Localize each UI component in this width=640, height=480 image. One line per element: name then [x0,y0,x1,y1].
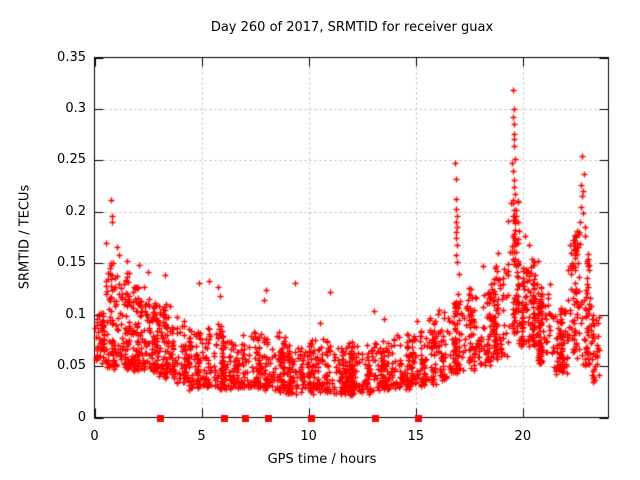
y-tick-label-0.1: 0.1 [65,306,86,322]
x-tick-label-0: 0 [90,429,99,444]
y-tick-label-0.3: 0.3 [65,100,86,116]
x-tick-label-15: 15 [407,429,425,444]
chart-title: Day 260 of 2017, SRMTID for receiver gua… [210,20,494,35]
x-tick-label-20: 20 [514,429,532,444]
y-tick-label-0.05: 0.05 [57,358,86,374]
y-tick-label-0.35: 0.35 [57,49,86,65]
y-tick-label-0: 0 [77,409,86,425]
y-tick-label-0.2: 0.2 [65,203,86,219]
x-tick-label-5: 5 [197,429,206,444]
x-tick-label-10: 10 [300,429,317,444]
y-tick-label-0.25: 0.25 [57,152,86,168]
x-axis-label: GPS time / hours [267,452,377,467]
y-axis-label: SRMTID / TECUs [17,184,33,290]
y-tick-label-0.15: 0.15 [57,255,86,271]
